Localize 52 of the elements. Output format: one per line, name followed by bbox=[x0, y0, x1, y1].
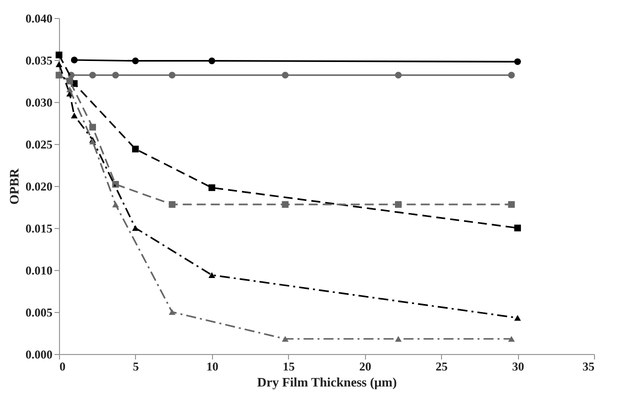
x-tick-label: 10 bbox=[206, 360, 218, 374]
point bbox=[168, 72, 176, 78]
y-tick-label: 0.030 bbox=[26, 96, 52, 110]
point bbox=[282, 72, 289, 78]
point bbox=[508, 72, 515, 78]
x-tick-label: 5 bbox=[132, 360, 139, 374]
y-axis-title: OPBR bbox=[6, 168, 22, 205]
x-tick-label: 25 bbox=[436, 360, 448, 374]
y-tick-label: 0.015 bbox=[26, 222, 52, 236]
point bbox=[282, 336, 289, 342]
point bbox=[394, 72, 402, 78]
y-tick-label: 0.020 bbox=[26, 180, 52, 194]
point bbox=[132, 57, 139, 64]
point bbox=[89, 72, 96, 78]
point bbox=[56, 72, 62, 78]
point bbox=[168, 309, 176, 315]
y-tick-label: 0.000 bbox=[26, 348, 52, 362]
point bbox=[394, 336, 402, 342]
point bbox=[394, 201, 402, 208]
point bbox=[56, 61, 62, 68]
point bbox=[70, 56, 78, 64]
x-tick-label: 15 bbox=[282, 360, 295, 374]
point bbox=[208, 184, 216, 192]
x-tick-label: 0 bbox=[60, 360, 66, 374]
point bbox=[112, 72, 119, 78]
y-tick-label: 0.035 bbox=[26, 54, 52, 68]
point bbox=[66, 86, 74, 92]
point bbox=[89, 124, 96, 131]
point bbox=[514, 224, 521, 232]
point bbox=[282, 201, 289, 208]
point bbox=[514, 314, 521, 321]
x-tick-label: 35 bbox=[582, 360, 594, 374]
y-tick-label: 0.005 bbox=[26, 306, 52, 320]
point bbox=[208, 272, 216, 278]
point bbox=[132, 146, 139, 152]
point bbox=[508, 201, 515, 208]
x-tick-label: 20 bbox=[359, 360, 372, 374]
y-tick-label: 0.010 bbox=[26, 264, 52, 278]
point bbox=[132, 225, 139, 231]
point bbox=[208, 57, 216, 64]
point bbox=[66, 78, 74, 84]
point bbox=[70, 112, 78, 118]
y-tick-label: 0.025 bbox=[26, 138, 52, 152]
y-tick-label: 0.040 bbox=[26, 12, 52, 26]
point bbox=[112, 202, 119, 208]
x-axis-title: Dry Film Thickness (μm) bbox=[257, 374, 397, 390]
point bbox=[508, 336, 515, 342]
point bbox=[168, 201, 176, 208]
point bbox=[112, 180, 119, 188]
x-tick-label: 30 bbox=[512, 360, 524, 374]
point bbox=[514, 58, 521, 66]
point bbox=[56, 52, 62, 58]
